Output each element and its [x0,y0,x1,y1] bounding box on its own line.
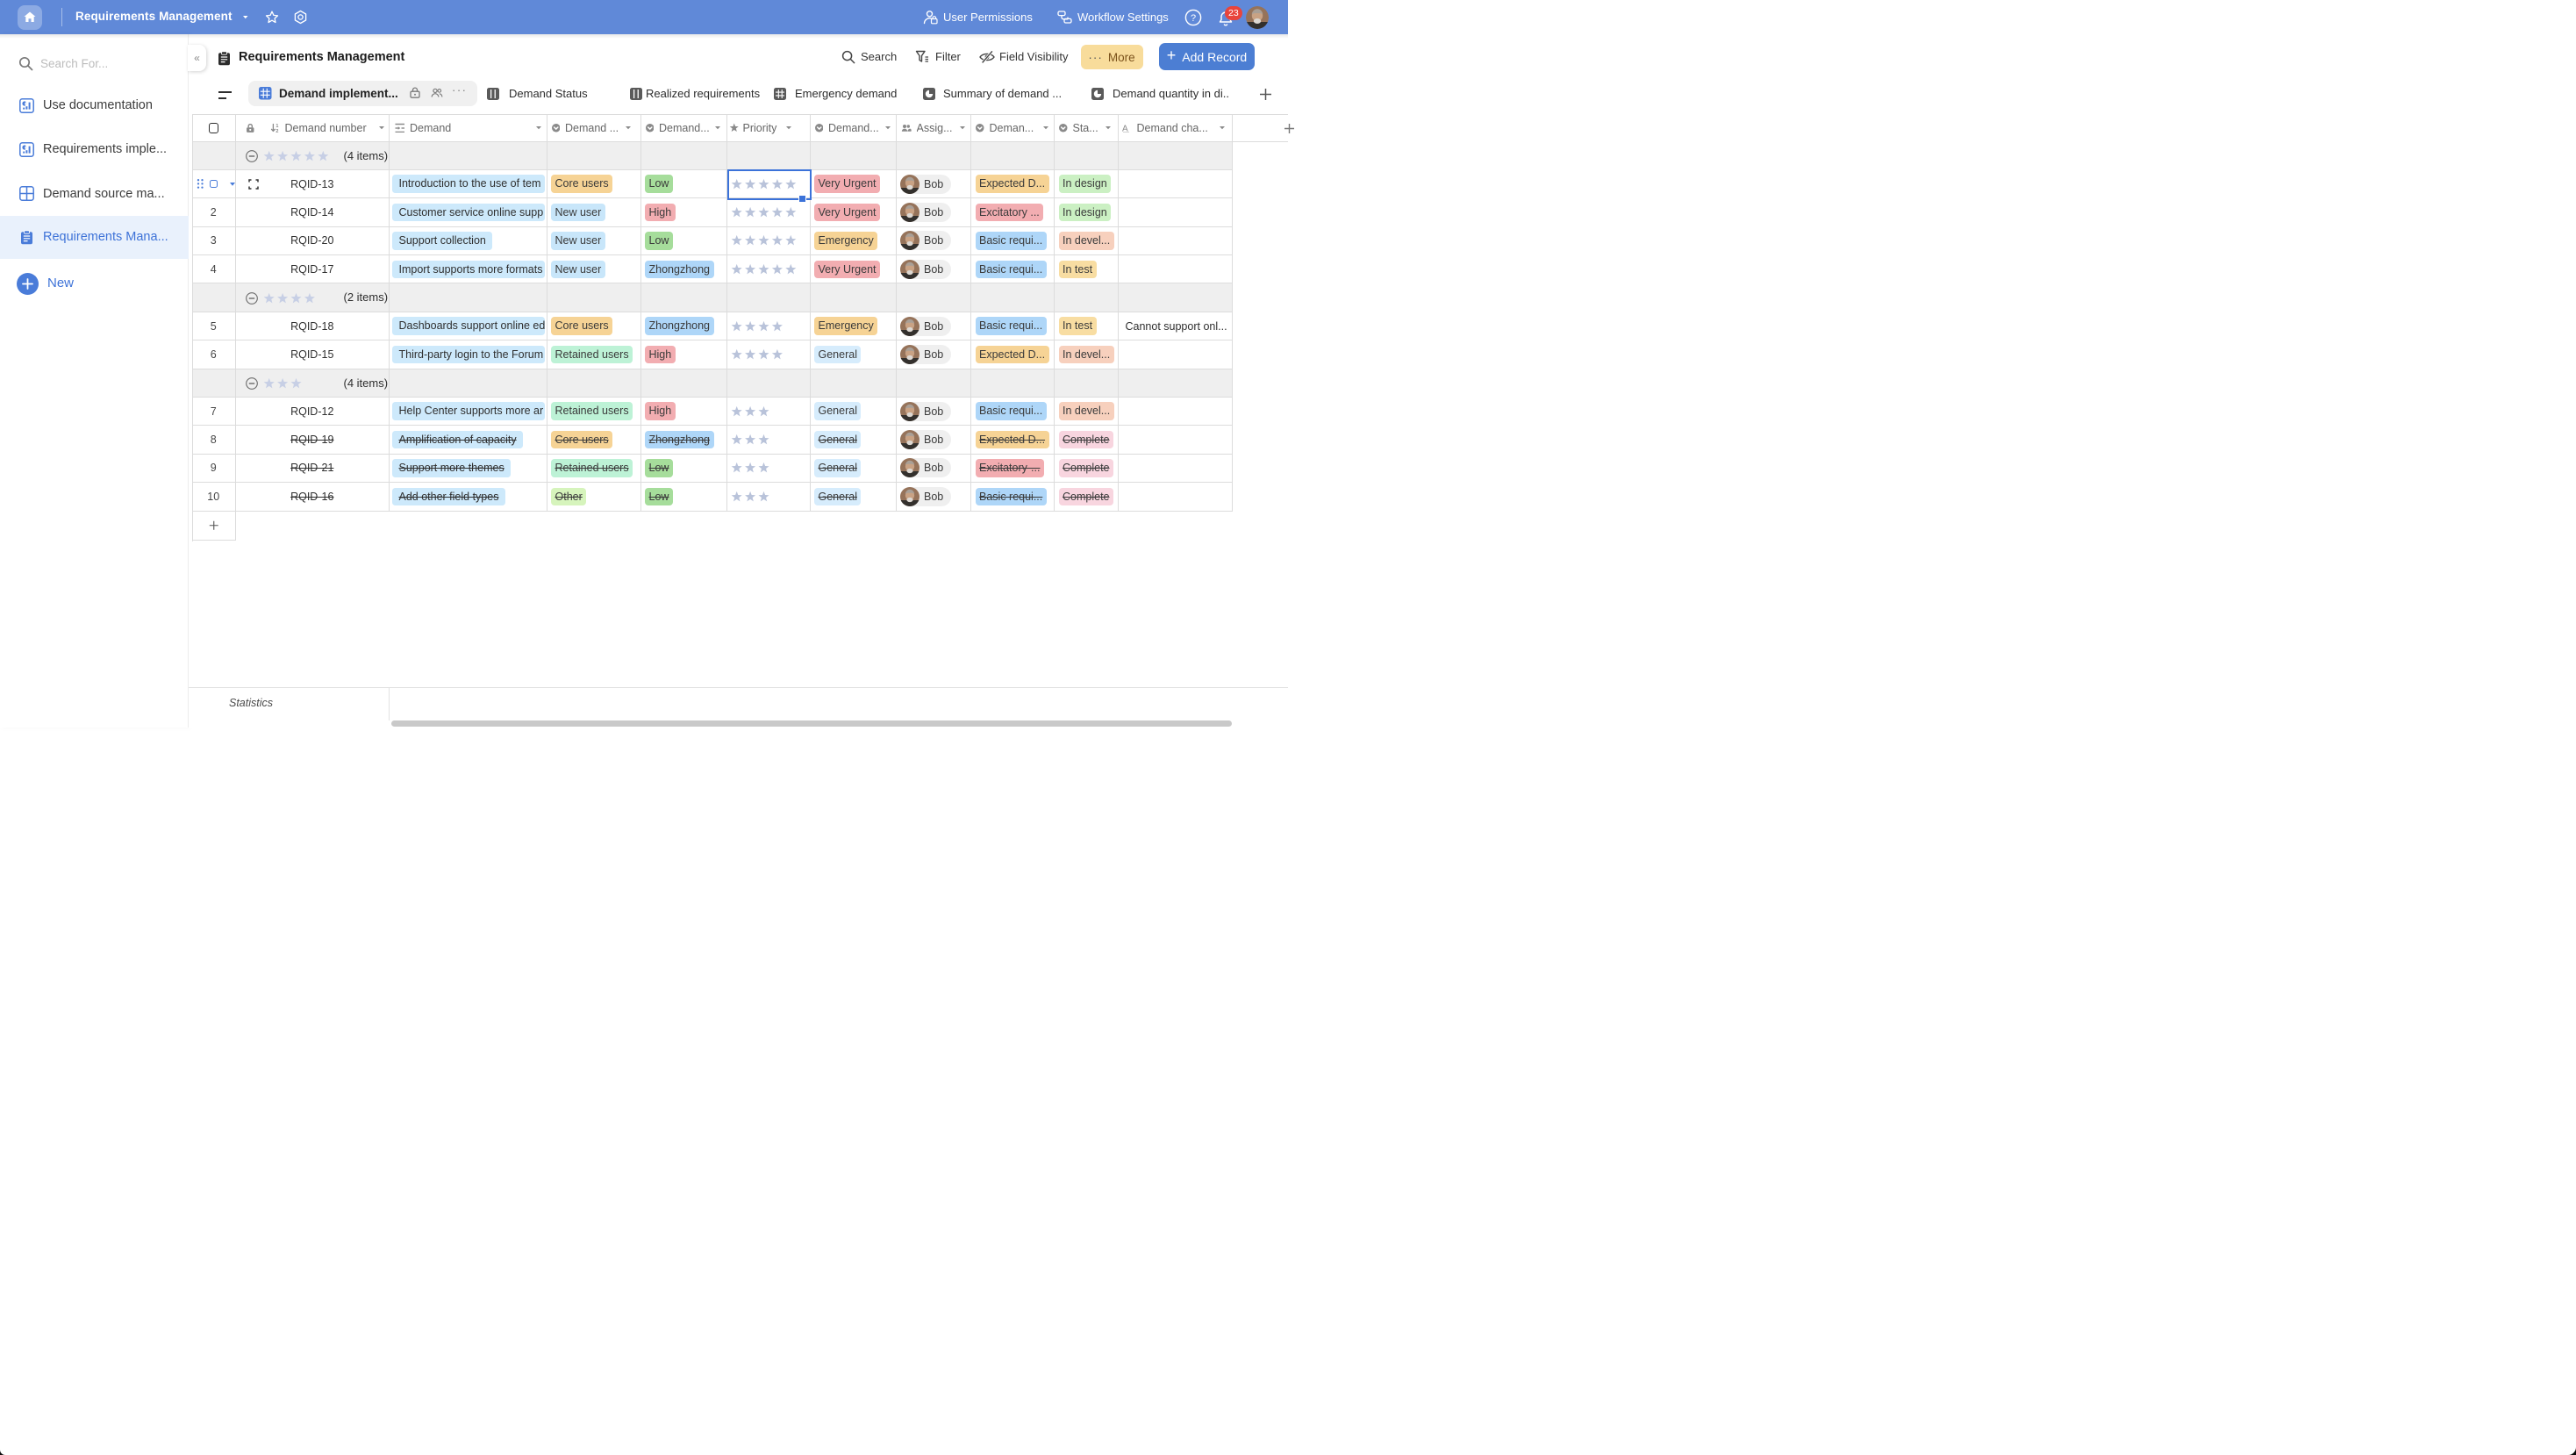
svg-text:1: 1 [275,124,278,129]
svg-text:2: 2 [275,129,278,133]
svg-text:?: ? [1191,13,1196,24]
svg-text:A: A [1122,125,1128,133]
